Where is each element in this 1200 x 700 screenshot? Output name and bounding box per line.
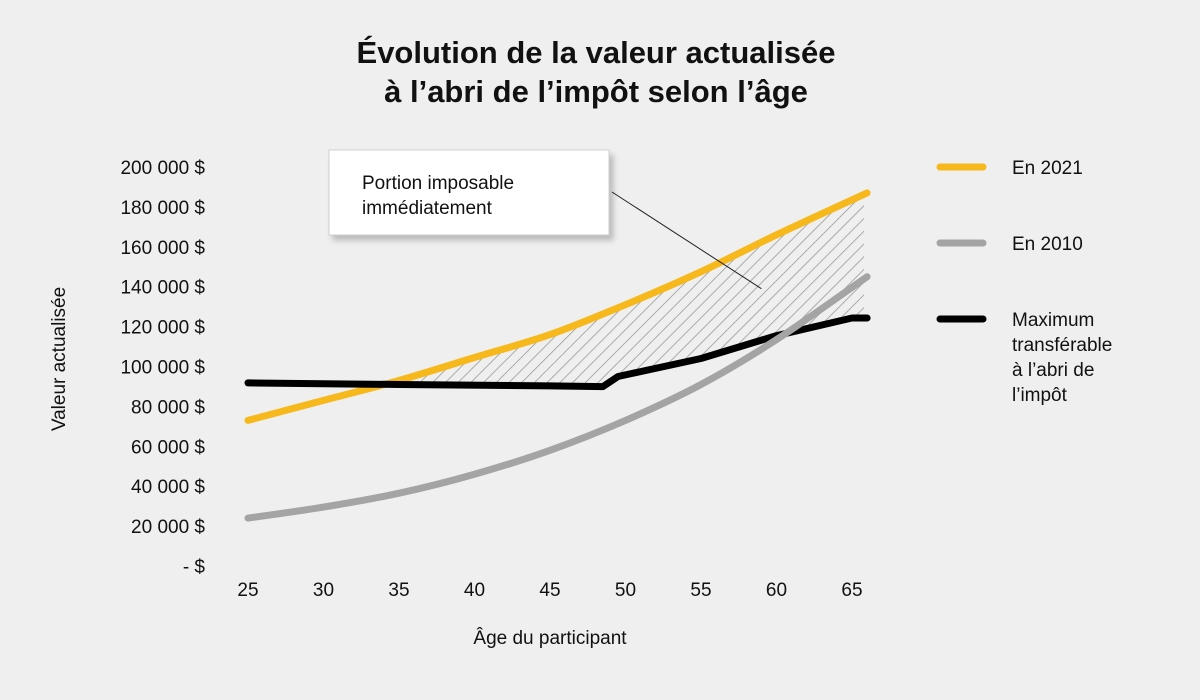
chart-title-line-2: à l’abri de l’impôt selon l’âge — [384, 74, 808, 109]
x-axis: 25 30 35 40 45 50 55 60 65 — [237, 580, 862, 601]
legend-label: En 2010 — [1012, 234, 1083, 255]
chart-title: Évolution de la valeur actualisée à l’ab… — [0, 33, 1192, 111]
legend-label: Maximum — [1012, 310, 1094, 331]
legend-label: En 2021 — [1012, 158, 1083, 179]
y-axis: - $ 20 000 $ 40 000 $ 60 000 $ 80 000 $ 100 0… — [120, 158, 205, 578]
y-tick-label: 160 000 $ — [120, 238, 205, 259]
x-tick-label: 45 — [539, 580, 560, 601]
x-tick-label: 40 — [464, 580, 485, 601]
callout-box — [328, 149, 610, 236]
legend-label: transférable — [1012, 335, 1112, 356]
series-line — [244, 273, 871, 522]
legend: En 2021 En 2010 Maximum transférable à l’abr… — [936, 158, 1112, 406]
y-axis-title: Valeur actualisée — [49, 287, 70, 431]
x-tick-label: 25 — [237, 580, 258, 601]
taxable-portion-area — [384, 194, 865, 387]
x-tick-label: 55 — [690, 580, 711, 601]
y-tick-label: 20 000 $ — [131, 517, 205, 538]
series-line — [244, 189, 871, 424]
callout: Portion imposable immédiatement — [328, 149, 762, 290]
y-tick-label: 140 000 $ — [120, 278, 205, 299]
x-tick-label: 50 — [615, 580, 636, 601]
y-tick-label: 180 000 $ — [120, 198, 205, 219]
hatched-area — [384, 194, 865, 387]
y-tick-label: 60 000 $ — [131, 437, 205, 458]
y-tick-label: 80 000 $ — [131, 397, 205, 418]
x-tick-label: 30 — [313, 580, 334, 601]
y-tick-label: 40 000 $ — [131, 477, 205, 498]
series-line — [244, 314, 871, 391]
legend-label: à l’abri de — [1012, 360, 1094, 381]
callout-pointer — [611, 191, 762, 290]
chart-title-line-1: Évolution de la valeur actualisée — [356, 35, 836, 70]
series-lines — [244, 189, 871, 522]
x-tick-label: 65 — [841, 580, 862, 601]
x-tick-label: 35 — [388, 580, 409, 601]
x-axis-title: Âge du participant — [473, 627, 627, 649]
x-tick-label: 60 — [766, 580, 787, 601]
y-tick-label: 100 000 $ — [120, 358, 205, 379]
y-tick-label: 120 000 $ — [120, 318, 205, 339]
y-tick-label: 200 000 $ — [120, 158, 205, 179]
legend-label: l’impôt — [1012, 385, 1068, 406]
callout-text: immédiatement — [362, 198, 493, 219]
callout-text: Portion imposable — [362, 173, 514, 194]
y-tick-label: - $ — [183, 557, 206, 578]
